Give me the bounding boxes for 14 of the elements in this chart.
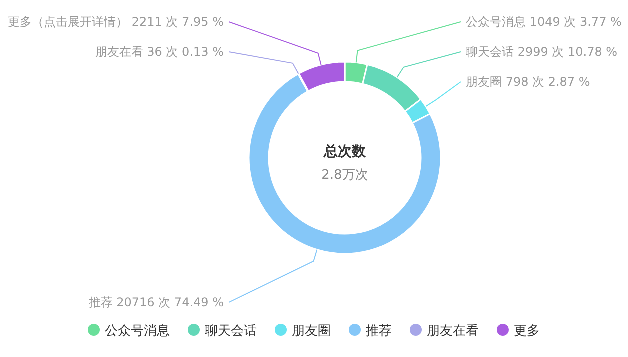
data-label: 更多（点击展开详情） 2211 次 7.95 % [8, 15, 224, 29]
legend-label: 朋友在看 [427, 324, 479, 339]
data-label: 朋友在看 36 次 0.13 % [95, 45, 224, 59]
legend-label: 更多 [514, 324, 540, 339]
legend-label: 朋友圈 [292, 324, 331, 339]
data-label: 推荐 20716 次 74.49 % [88, 296, 224, 310]
text: 总次数 [323, 144, 367, 160]
data-label: 公众号消息 1049 次 3.77 % [466, 15, 622, 29]
data-label: 朋友圈 798 次 2.87 % [466, 75, 590, 89]
legend-label: 聊天会话 [205, 324, 257, 339]
legend-label: 推荐 [366, 324, 392, 339]
legend-label: 公众号消息 [105, 324, 170, 339]
data-label: 聊天会话 2999 次 10.78 % [466, 45, 618, 59]
text: 2.8万次 [322, 168, 368, 183]
